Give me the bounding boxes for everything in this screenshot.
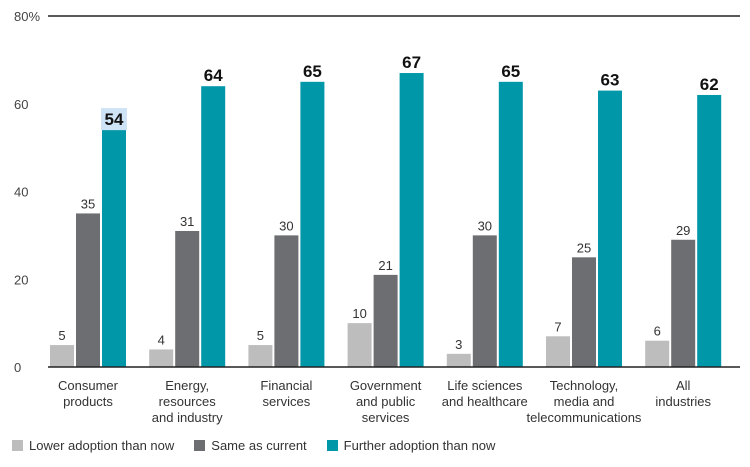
legend-label-lower: Lower adoption than now [29,438,175,453]
bar-1 [76,213,100,367]
bar-2 [498,81,523,367]
data-label: 54 [105,110,124,129]
legend-swatch-same [194,440,206,451]
y-tick-label: 60 [14,97,28,112]
category-label: telecommunications [527,410,642,425]
bar-2 [201,86,226,367]
legend: Lower adoption than now Same as current … [12,438,495,453]
bar-2 [102,130,126,367]
category-label: Technology, [550,378,618,393]
data-label: 35 [81,196,95,211]
data-label: 25 [577,240,591,255]
category-label: Energy, [165,378,209,393]
bar-0 [546,336,570,367]
bar-2 [300,81,325,367]
bar-2 [697,94,722,367]
data-label: 65 [501,62,520,81]
category-label: media and [554,394,615,409]
legend-item-further: Further adoption than now [326,438,496,453]
legend-item-same: Same as current [194,438,307,453]
legend-item-lower: Lower adoption than now [12,438,174,453]
bar-0 [248,345,273,367]
data-label: 5 [58,328,65,343]
data-label: 63 [601,71,620,90]
category-label: services [362,410,410,425]
bar-0 [149,349,174,367]
bar-1 [472,235,497,367]
legend-label-further: Further adoption than now [343,438,496,453]
label-highlight [101,108,127,131]
data-label: 67 [402,53,421,72]
y-tick-label: 80% [14,9,40,24]
data-label: 30 [478,218,492,233]
data-label: 5 [257,328,264,343]
category-label: and healthcare [442,394,528,409]
category-label: industries [655,394,711,409]
data-label: 10 [352,306,366,321]
category-label: resources [159,394,217,409]
y-tick-label: 0 [14,360,21,375]
bar-1 [175,230,200,367]
legend-swatch-further [326,440,338,451]
bar-2 [598,90,622,368]
bar-0 [446,353,471,367]
category-label: Consumer [58,378,119,393]
data-label: 62 [700,75,719,94]
legend-label-same: Same as current [211,438,307,453]
category-label: Life sciences [447,378,523,393]
bar-1 [572,257,596,367]
y-tick-label: 40 [14,185,28,200]
category-label: products [63,394,113,409]
legend-swatch-lower [12,440,23,451]
bar-1 [671,239,696,367]
data-label: 29 [676,223,690,238]
category-label: and industry [152,410,223,425]
data-label: 3 [455,337,462,352]
category-label: Government [350,378,422,393]
category-label: All [676,378,691,393]
bar-1 [274,235,299,367]
bar-0 [645,340,670,367]
bar-1 [373,274,398,367]
category-label: services [263,394,311,409]
bar-0 [50,345,74,367]
data-label: 4 [158,332,165,347]
category-label: and public [356,394,416,409]
data-label: 6 [654,324,661,339]
bar-0 [347,323,372,367]
category-label: Financial [260,378,312,393]
data-label: 21 [378,258,392,273]
y-tick-label: 20 [14,272,28,287]
data-label: 30 [279,218,293,233]
data-label: 64 [204,66,223,85]
data-label: 7 [554,319,561,334]
data-label: 65 [303,62,322,81]
data-label: 31 [180,214,194,229]
bar-2 [399,73,424,367]
